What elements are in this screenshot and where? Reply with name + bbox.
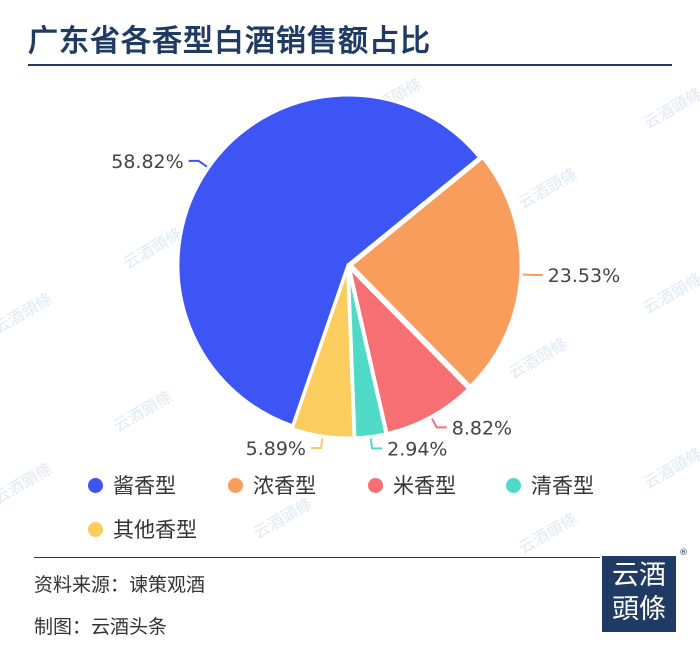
leader-line-3 — [431, 418, 447, 429]
brand-logo: 云酒 頭條 — [602, 556, 676, 632]
data-label-2: 23.53% — [548, 265, 620, 287]
footer-divider — [34, 557, 600, 558]
data-label-1: 58.82% — [111, 151, 183, 173]
logo-line-1: 云酒 — [612, 560, 666, 591]
legend-label: 其他香型 — [113, 518, 197, 542]
registered-mark: ® — [679, 548, 688, 558]
pie-slice-5[interactable] — [290, 267, 356, 440]
data-label-4: 2.94% — [387, 438, 447, 460]
watermark: 云酒頭條 — [515, 509, 581, 558]
legend-swatch — [228, 477, 243, 493]
legend-swatch — [368, 477, 383, 493]
legend-item-other[interactable]: 其他香型 — [88, 514, 197, 544]
logo-line-2: 頭條 — [612, 594, 666, 625]
legend-swatch — [88, 477, 103, 493]
pie-chart: 58.82% 23.53% 8.82%2.94% 5.89% — [111, 93, 620, 460]
legend-item-jiangxiang[interactable]: 酱香型 — [88, 470, 176, 500]
data-label-5: 5.89% — [246, 438, 306, 460]
leader-line-1 — [188, 159, 208, 168]
legend-label: 浓香型 — [253, 474, 316, 498]
legend-swatch — [88, 521, 103, 537]
legend-label: 酱香型 — [113, 474, 176, 498]
legend-item-mixiang[interactable]: 米香型 — [368, 470, 456, 500]
legend-swatch — [506, 477, 521, 493]
leader-line-2 — [522, 273, 543, 277]
data-label-3: 8.82% — [452, 417, 512, 439]
title-divider — [28, 64, 672, 66]
chart-title: 广东省各香型白酒销售额占比 — [28, 24, 431, 59]
legend-label: 清香型 — [531, 474, 594, 498]
pie-slice-1[interactable] — [176, 93, 482, 428]
legend-item-nongxiang[interactable]: 浓香型 — [228, 470, 316, 500]
leader-line-5 — [310, 437, 324, 450]
credit-note: 制图：云酒头条 — [34, 616, 168, 638]
source-note: 资料来源：谏策观酒 — [34, 574, 206, 596]
legend-item-qingxiang[interactable]: 清香型 — [506, 470, 594, 500]
pie-slice-2[interactable] — [348, 155, 523, 389]
legend-label: 米香型 — [393, 474, 456, 498]
pie-slice-3[interactable] — [346, 262, 471, 436]
leader-line-4 — [369, 438, 383, 450]
